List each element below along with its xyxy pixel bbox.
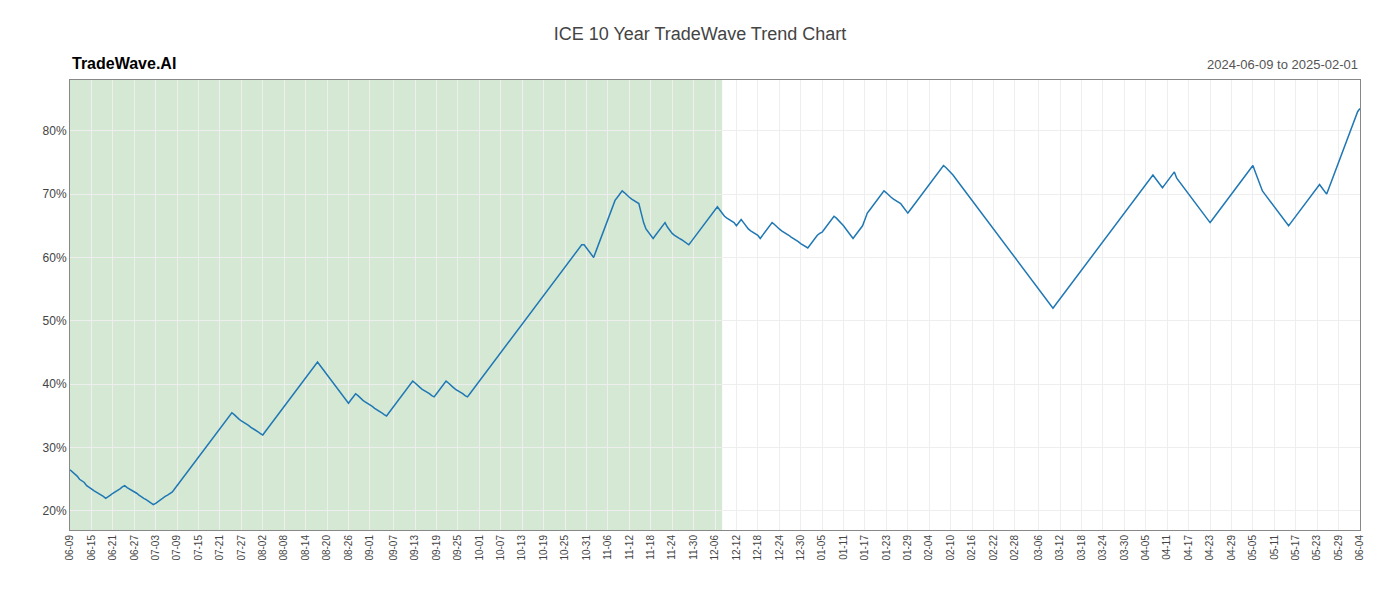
svg-text:09-25: 09-25 — [452, 535, 463, 561]
svg-text:40%: 40% — [43, 377, 67, 391]
svg-text:10-31: 10-31 — [581, 535, 592, 561]
svg-text:04-11: 04-11 — [1161, 535, 1172, 560]
svg-text:05-29: 05-29 — [1333, 535, 1344, 561]
svg-text:01-23: 01-23 — [881, 535, 892, 561]
svg-text:01-17: 01-17 — [859, 535, 870, 561]
svg-text:02-22: 02-22 — [988, 535, 999, 561]
svg-text:02-10: 02-10 — [945, 535, 956, 561]
svg-text:06-15: 06-15 — [86, 535, 97, 561]
svg-text:60%: 60% — [43, 251, 67, 265]
svg-text:05-11: 05-11 — [1269, 535, 1280, 560]
svg-text:20%: 20% — [43, 504, 67, 518]
svg-text:70%: 70% — [43, 187, 67, 201]
svg-text:10-01: 10-01 — [474, 535, 485, 561]
svg-text:12-06: 12-06 — [709, 535, 720, 561]
svg-text:09-07: 09-07 — [388, 535, 399, 561]
svg-text:02-04: 02-04 — [923, 535, 934, 561]
svg-text:2024-06-09 to 2025-02-01: 2024-06-09 to 2025-02-01 — [1207, 57, 1358, 72]
svg-text:07-15: 07-15 — [193, 535, 204, 561]
svg-text:09-13: 09-13 — [409, 535, 420, 561]
svg-text:04-05: 04-05 — [1140, 535, 1151, 561]
svg-text:05-05: 05-05 — [1247, 535, 1258, 561]
svg-text:80%: 80% — [43, 124, 67, 138]
svg-text:03-12: 03-12 — [1054, 535, 1065, 561]
svg-text:02-16: 02-16 — [966, 535, 977, 561]
svg-text:04-23: 04-23 — [1204, 535, 1215, 561]
svg-text:06-21: 06-21 — [107, 535, 118, 561]
svg-text:06-27: 06-27 — [129, 535, 140, 561]
svg-text:10-25: 10-25 — [559, 535, 570, 561]
svg-text:06-04: 06-04 — [1354, 535, 1365, 561]
svg-text:07-03: 07-03 — [150, 535, 161, 561]
svg-text:ICE 10 Year TradeWave Trend Ch: ICE 10 Year TradeWave Trend Chart — [554, 24, 847, 44]
svg-text:04-17: 04-17 — [1183, 535, 1194, 561]
svg-text:09-19: 09-19 — [431, 535, 442, 561]
svg-text:10-07: 10-07 — [495, 535, 506, 561]
svg-text:04-29: 04-29 — [1226, 535, 1237, 561]
svg-text:03-24: 03-24 — [1097, 535, 1108, 561]
svg-text:11-24: 11-24 — [666, 535, 677, 560]
svg-text:05-17: 05-17 — [1290, 535, 1301, 561]
svg-text:12-18: 12-18 — [752, 535, 763, 561]
svg-text:50%: 50% — [43, 314, 67, 328]
svg-text:07-21: 07-21 — [214, 535, 225, 561]
svg-text:12-24: 12-24 — [774, 535, 785, 561]
svg-text:03-06: 03-06 — [1033, 535, 1044, 561]
svg-text:02-28: 02-28 — [1009, 535, 1020, 561]
svg-text:03-18: 03-18 — [1076, 535, 1087, 561]
svg-text:01-11: 01-11 — [838, 535, 849, 560]
svg-text:11-18: 11-18 — [645, 535, 656, 560]
svg-text:08-14: 08-14 — [300, 535, 311, 561]
svg-text:30%: 30% — [43, 441, 67, 455]
svg-text:03-30: 03-30 — [1119, 535, 1130, 561]
svg-text:07-09: 07-09 — [171, 535, 182, 561]
svg-text:08-26: 08-26 — [343, 535, 354, 561]
svg-text:01-29: 01-29 — [902, 535, 913, 561]
svg-text:08-08: 08-08 — [278, 535, 289, 561]
svg-text:10-19: 10-19 — [538, 535, 549, 561]
svg-text:11-30: 11-30 — [688, 535, 699, 560]
svg-text:08-20: 08-20 — [321, 535, 332, 561]
svg-text:08-02: 08-02 — [257, 535, 268, 561]
svg-text:09-01: 09-01 — [364, 535, 375, 561]
svg-text:10-13: 10-13 — [516, 535, 527, 561]
svg-text:11-06: 11-06 — [602, 535, 613, 560]
svg-text:12-12: 12-12 — [731, 535, 742, 561]
svg-text:11-12: 11-12 — [624, 535, 635, 560]
svg-text:07-27: 07-27 — [236, 535, 247, 561]
svg-text:TradeWave.AI: TradeWave.AI — [72, 55, 176, 72]
svg-text:06-09: 06-09 — [64, 535, 75, 561]
svg-text:01-05: 01-05 — [816, 535, 827, 561]
svg-text:05-23: 05-23 — [1311, 535, 1322, 561]
svg-text:12-30: 12-30 — [795, 535, 806, 561]
